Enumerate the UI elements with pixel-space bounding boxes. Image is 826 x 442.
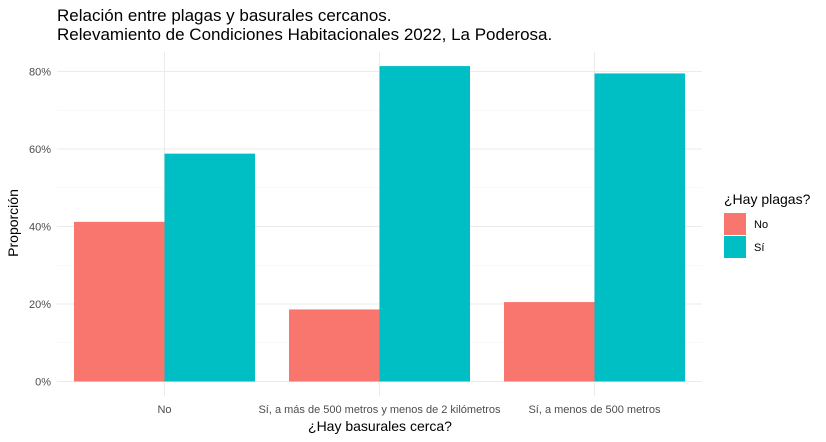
- chart-title: Relación entre plagas y basurales cercan…: [57, 6, 392, 25]
- y-tick-label: 80%: [29, 67, 51, 79]
- bar-no-1: [289, 309, 380, 382]
- x-tick-label: Sí, a más de 500 metros y menos de 2 kil…: [258, 404, 501, 416]
- y-tick-label: 0%: [35, 377, 51, 389]
- legend: ¿Hay plagas? No Sí: [724, 191, 811, 258]
- bar-si-1: [379, 66, 470, 382]
- bar-si-2: [594, 73, 685, 382]
- y-tick-label: 20%: [29, 299, 51, 311]
- y-axis-ticks: 0% 20% 40% 60% 80%: [29, 67, 51, 389]
- x-axis-ticks: No Sí, a más de 500 metros y menos de 2 k…: [157, 404, 661, 416]
- legend-label: Sí: [754, 242, 764, 254]
- y-tick-label: 60%: [29, 144, 51, 156]
- legend-title: ¿Hay plagas?: [724, 191, 811, 207]
- y-axis-title: Proporción: [5, 189, 21, 257]
- legend-key-si: [724, 236, 746, 258]
- y-tick-label: 40%: [29, 222, 51, 234]
- bars: [74, 66, 685, 382]
- bar-no-2: [504, 302, 595, 382]
- bar-si-0: [164, 153, 255, 382]
- chart-subtitle: Relevamiento de Condiciones Habitacional…: [57, 25, 552, 44]
- x-tick-label: No: [157, 404, 171, 416]
- x-axis-title: ¿Hay basurales cerca?: [308, 418, 452, 434]
- legend-key-no: [724, 213, 746, 235]
- bar-no-0: [74, 221, 165, 382]
- x-tick-label: Sí, a menos de 500 metros: [528, 404, 661, 416]
- legend-label: No: [754, 219, 768, 231]
